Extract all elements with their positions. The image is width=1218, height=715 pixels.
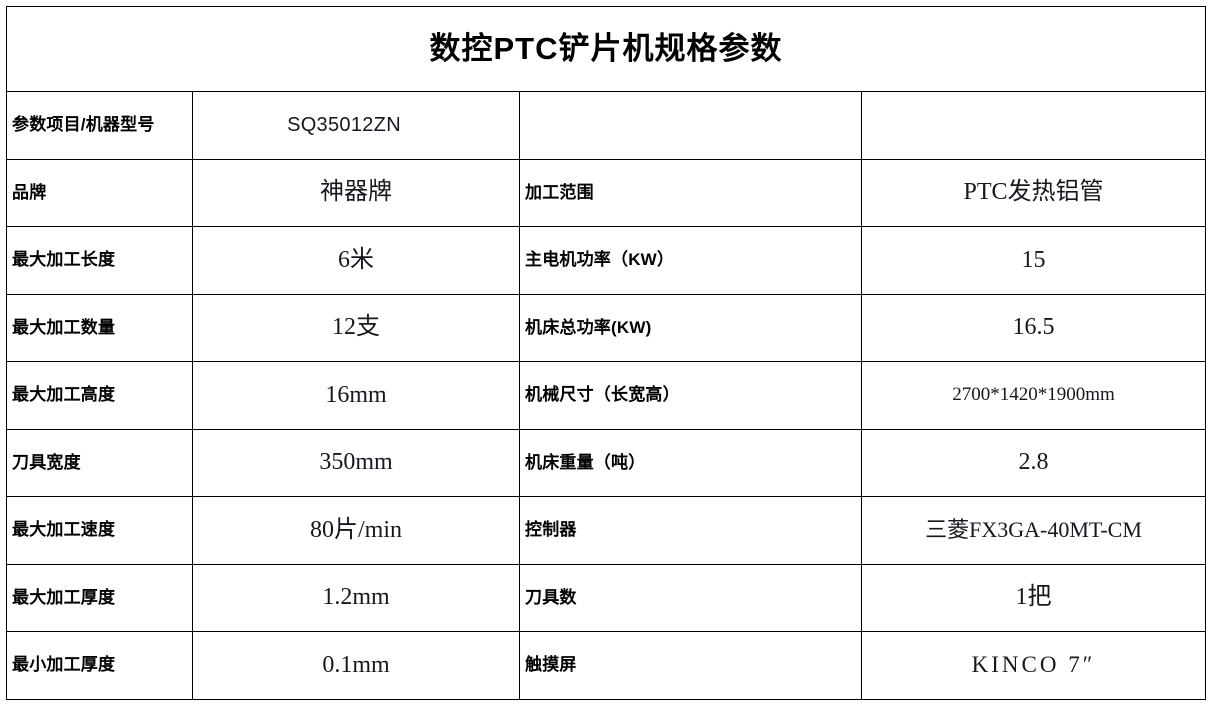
value-text: 1把 <box>1015 584 1052 611</box>
row-label-empty <box>519 91 862 160</box>
label-text: 刀具数 <box>525 587 577 607</box>
row-value-max-speed: 80片/min <box>192 496 520 565</box>
row-label-max-length: 最大加工长度 <box>6 226 193 295</box>
table-row: 最小加工厚度 0.1mm 触摸屏 KINCO 7″ <box>6 631 1206 700</box>
row-value-touchscreen: KINCO 7″ <box>861 631 1206 700</box>
page-title: 数控PTC铲片机规格参数 <box>429 31 783 66</box>
table-title-cell: 数控PTC铲片机规格参数 <box>6 6 1206 92</box>
value-text: 6米 <box>338 246 374 273</box>
table-row: 最大加工长度 6米 主电机功率（KW） 15 <box>6 226 1206 295</box>
table-row: 最大加工高度 16mm 机械尺寸（长宽高） 2700*1420*1900mm <box>6 361 1206 430</box>
row-label-model: 参数项目/机器型号 <box>6 91 193 160</box>
value-text: 16.5 <box>1012 314 1055 341</box>
row-value-max-height: 16mm <box>192 361 520 430</box>
label-text: 最大加工长度 <box>12 250 116 270</box>
label-text: 最小加工厚度 <box>12 655 116 675</box>
label-text: 品牌 <box>12 182 47 202</box>
row-value-tool-count: 1把 <box>861 563 1206 632</box>
table-row: 品牌 神器牌 加工范围 PTC发热铝管 <box>6 158 1206 227</box>
value-text: 2700*1420*1900mm <box>952 383 1115 405</box>
value-text: KINCO 7″ <box>971 652 1096 678</box>
table-row: 参数项目/机器型号 SQ35012ZN <box>6 91 1206 160</box>
label-text: 机床重量（吨） <box>525 452 646 472</box>
row-label-machine-weight: 机床重量（吨） <box>519 428 862 497</box>
label-text: 机械尺寸（长宽高） <box>525 385 680 405</box>
row-value-machine-weight: 2.8 <box>861 428 1206 497</box>
value-text: 350mm <box>319 449 393 476</box>
row-label-max-height: 最大加工高度 <box>6 361 193 430</box>
value-text: 2.8 <box>1018 449 1049 476</box>
label-text: 加工范围 <box>525 182 594 202</box>
label-text: 机床总功率(KW) <box>525 317 652 337</box>
row-label-max-thickness: 最大加工厚度 <box>6 563 193 632</box>
table-row: 最大加工厚度 1.2mm 刀具数 1把 <box>6 563 1206 632</box>
specification-table: 数控PTC铲片机规格参数 参数项目/机器型号 SQ35012ZN <box>6 6 1206 700</box>
table-row: 最大加工数量 12支 机床总功率(KW) 16.5 <box>6 293 1206 362</box>
table-row: 刀具宽度 350mm 机床重量（吨） 2.8 <box>6 428 1206 497</box>
table-title-row: 数控PTC铲片机规格参数 <box>6 6 1206 92</box>
value-text: 0.1mm <box>322 651 390 678</box>
value-text: 80片/min <box>309 516 402 543</box>
row-label-min-thickness: 最小加工厚度 <box>6 631 193 700</box>
row-label-brand: 品牌 <box>6 158 193 227</box>
row-label-controller: 控制器 <box>519 496 862 565</box>
row-label-main-motor-power: 主电机功率（KW） <box>519 226 862 295</box>
value-text: 12支 <box>332 314 380 341</box>
label-text: 触摸屏 <box>525 655 577 675</box>
label-text: 最大加工数量 <box>12 317 116 337</box>
table-row: 最大加工速度 80片/min 控制器 三菱FX3GA-40MT-CM <box>6 496 1206 565</box>
row-value-processing-range: PTC发热铝管 <box>861 158 1206 227</box>
row-value-total-power: 16.5 <box>861 293 1206 362</box>
row-label-tool-count: 刀具数 <box>519 563 862 632</box>
value-text: SQ35012ZN <box>287 114 401 137</box>
row-value-model: SQ35012ZN <box>192 91 520 160</box>
label-text: 最大加工速度 <box>12 520 116 540</box>
value-text: 15 <box>1021 246 1046 273</box>
row-value-empty <box>861 91 1206 160</box>
value-text: PTC发热铝管 <box>963 179 1104 206</box>
row-value-max-quantity: 12支 <box>192 293 520 362</box>
row-label-touchscreen: 触摸屏 <box>519 631 862 700</box>
row-label-max-speed: 最大加工速度 <box>6 496 193 565</box>
label-text: 参数项目/机器型号 <box>12 115 155 135</box>
row-label-max-quantity: 最大加工数量 <box>6 293 193 362</box>
row-value-min-thickness: 0.1mm <box>192 631 520 700</box>
value-text: 三菱FX3GA-40MT-CM <box>925 517 1142 543</box>
row-label-tool-width: 刀具宽度 <box>6 428 193 497</box>
row-value-controller: 三菱FX3GA-40MT-CM <box>861 496 1206 565</box>
value-text: 1.2mm <box>322 584 390 611</box>
label-text: 最大加工高度 <box>12 385 116 405</box>
label-text: 主电机功率（KW） <box>525 250 675 270</box>
row-value-main-motor-power: 15 <box>861 226 1206 295</box>
value-text: 神器牌 <box>320 179 392 206</box>
row-value-machine-dimensions: 2700*1420*1900mm <box>861 361 1206 430</box>
row-label-machine-dimensions: 机械尺寸（长宽高） <box>519 361 862 430</box>
row-label-processing-range: 加工范围 <box>519 158 862 227</box>
row-value-tool-width: 350mm <box>192 428 520 497</box>
row-value-max-length: 6米 <box>192 226 520 295</box>
row-value-max-thickness: 1.2mm <box>192 563 520 632</box>
label-text: 控制器 <box>525 520 577 540</box>
row-value-brand: 神器牌 <box>192 158 520 227</box>
row-label-total-power: 机床总功率(KW) <box>519 293 862 362</box>
label-text: 刀具宽度 <box>12 452 81 472</box>
label-text: 最大加工厚度 <box>12 587 116 607</box>
value-text: 16mm <box>325 381 387 408</box>
